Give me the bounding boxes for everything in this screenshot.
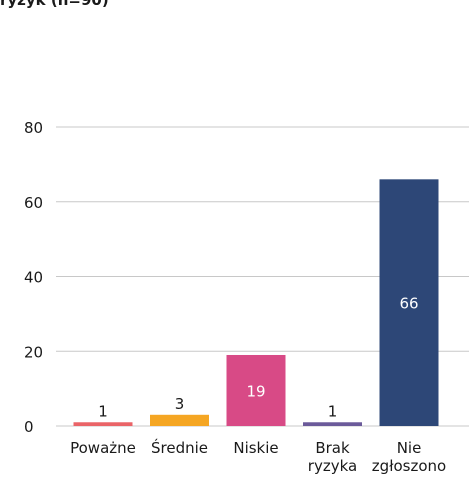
data-label: 1 xyxy=(98,402,108,420)
category-label: ryzyka xyxy=(308,457,357,475)
data-label: 1 xyxy=(328,402,338,420)
y-tick-label: 20 xyxy=(24,343,43,361)
data-labels: 1 3 19 1 66 xyxy=(98,295,418,421)
data-label: 19 xyxy=(246,382,265,400)
data-label: 3 xyxy=(175,395,185,413)
bar xyxy=(226,354,286,426)
bar xyxy=(303,422,362,426)
data-label: 66 xyxy=(399,295,418,313)
y-tick-label: 60 xyxy=(24,194,43,212)
bar xyxy=(150,414,209,426)
category-label: zgłoszono xyxy=(372,457,446,475)
category-label: Średnie xyxy=(151,438,208,457)
chart-title: ryzyk (n=90) xyxy=(0,0,109,9)
y-tick-label: 0 xyxy=(24,418,34,436)
y-tick-label: 40 xyxy=(24,269,43,287)
bar xyxy=(379,179,439,426)
category-label: Niskie xyxy=(233,439,278,457)
bars xyxy=(73,179,439,426)
category-label: Poważne xyxy=(70,439,136,457)
y-axis-ticks: 0 20 40 60 80 xyxy=(24,119,43,436)
y-tick-label: 80 xyxy=(24,119,43,137)
category-label: Brak xyxy=(315,439,350,457)
category-label: Nie xyxy=(397,439,422,457)
bar xyxy=(73,422,133,426)
